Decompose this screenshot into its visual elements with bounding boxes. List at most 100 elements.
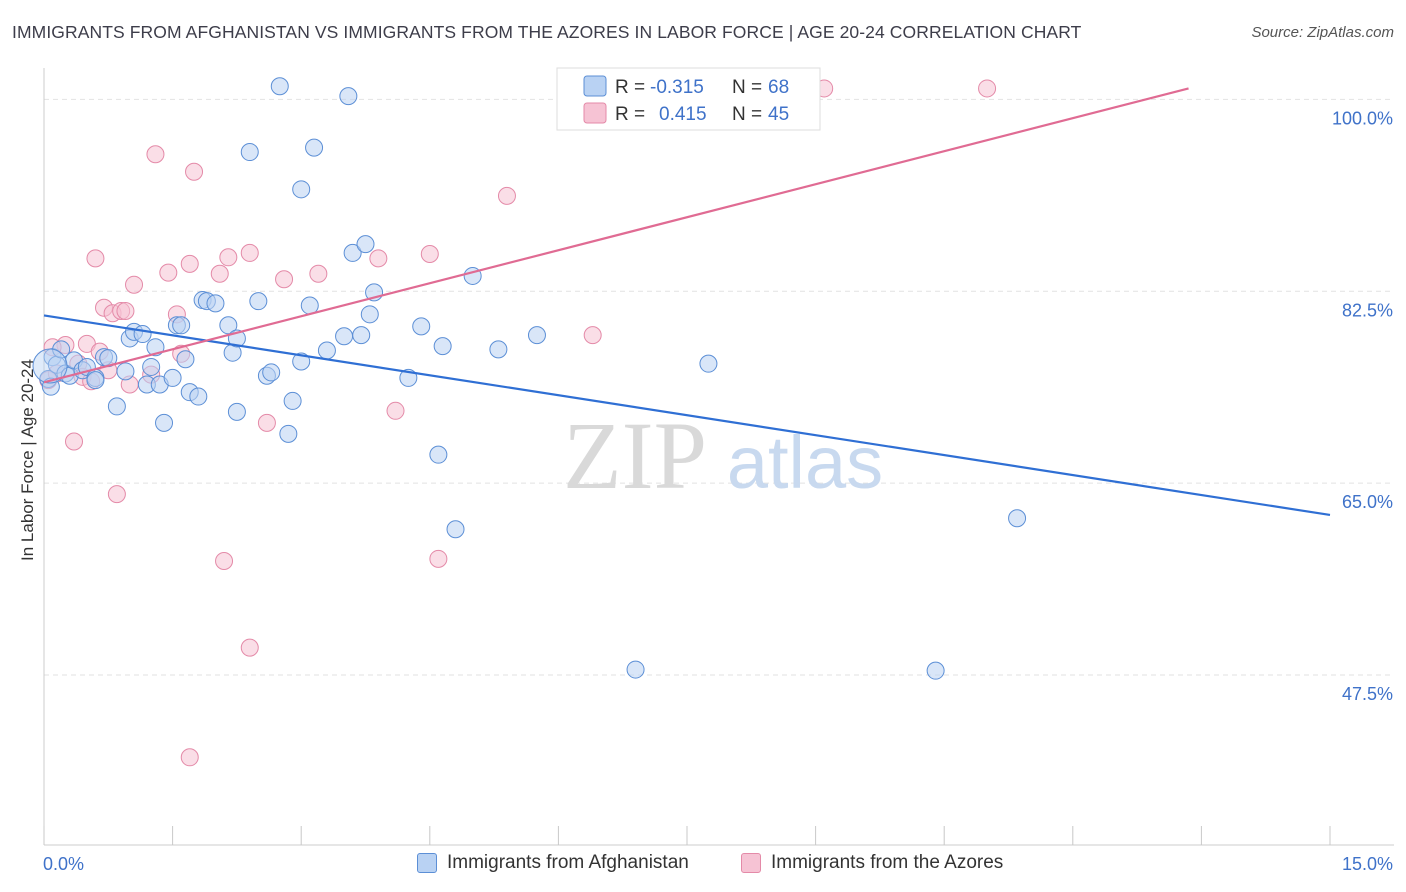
watermark: ZIP atlas xyxy=(563,402,883,509)
data-point-azores xyxy=(107,485,126,504)
data-point-afghanistan xyxy=(626,660,645,679)
legend-r-label-azores: R = xyxy=(615,104,645,125)
data-point-azores xyxy=(215,552,234,571)
series-afghanistan-points xyxy=(32,77,1027,680)
data-point-afghanistan xyxy=(116,362,135,381)
legend-n-value-azores: 45 xyxy=(768,104,789,125)
data-point-afghanistan xyxy=(1008,509,1027,528)
y-axis-label-container: In Labor Force | Age 20-24 xyxy=(17,0,39,892)
bottom-legend-label-afghanistan: Immigrants from Afghanistan xyxy=(447,852,689,873)
data-point-afghanistan xyxy=(133,325,152,344)
grid-lines xyxy=(44,98,1394,676)
legend-r-value-azores: 0.415 xyxy=(659,104,707,125)
data-point-azores xyxy=(185,162,204,181)
data-point-afghanistan xyxy=(352,326,371,345)
y-tick-label: 82.5% xyxy=(1342,300,1393,320)
y-tick-label: 65.0% xyxy=(1342,492,1393,512)
chart-title: IMMIGRANTS FROM AFGHANISTAN VS IMMIGRANT… xyxy=(12,22,1082,42)
data-point-afghanistan xyxy=(270,77,289,96)
data-point-afghanistan xyxy=(107,397,126,416)
data-point-azores xyxy=(146,145,165,164)
x-tick-label: 0.0% xyxy=(43,854,84,874)
data-point-azores xyxy=(180,748,199,767)
data-point-afghanistan xyxy=(412,317,431,336)
data-point-azores xyxy=(210,264,229,283)
data-point-afghanistan xyxy=(317,341,336,360)
data-point-afghanistan xyxy=(219,316,238,335)
data-point-afghanistan xyxy=(343,243,362,262)
data-point-afghanistan xyxy=(279,424,298,443)
data-point-azores xyxy=(159,263,178,282)
data-point-azores xyxy=(369,249,388,268)
bottom-legend-swatch-azores xyxy=(741,853,761,873)
data-cluster-afghanistan xyxy=(32,348,68,384)
bottom-legend-swatch-afghanistan xyxy=(417,853,437,873)
data-point-afghanistan xyxy=(433,337,452,356)
data-point-afghanistan xyxy=(262,363,281,382)
data-point-afghanistan xyxy=(292,180,311,199)
data-point-afghanistan xyxy=(86,371,105,390)
axes xyxy=(43,68,1394,846)
trend-lines xyxy=(43,87,1331,517)
data-point-afghanistan xyxy=(305,138,324,157)
legend-r-value-afghanistan: -0.315 xyxy=(650,77,704,98)
data-point-afghanistan xyxy=(360,305,379,324)
tick-labels: 100.0% 82.5% 65.0% 47.5% 0.0% 15.0% xyxy=(43,108,1393,874)
data-point-afghanistan xyxy=(227,402,246,421)
data-point-azores xyxy=(86,249,105,268)
data-point-azores xyxy=(257,413,276,432)
data-point-afghanistan xyxy=(429,445,448,464)
trend-line-azores xyxy=(43,87,1189,384)
legend-n-label-afghanistan: N = xyxy=(732,77,762,98)
data-point-azores xyxy=(116,302,135,321)
legend-n-label-azores: N = xyxy=(732,104,762,125)
bottom-legend-item-afghanistan: Immigrants from Afghanistan xyxy=(417,852,689,874)
data-point-afghanistan xyxy=(446,520,465,539)
data-point-azores xyxy=(583,326,602,345)
data-point-azores xyxy=(65,432,84,451)
legend-swatch-azores xyxy=(583,102,607,124)
data-point-afghanistan xyxy=(142,357,161,376)
data-point-afghanistan xyxy=(189,387,208,406)
data-point-azores xyxy=(420,245,439,264)
data-point-azores xyxy=(386,401,405,420)
legend-swatch-afghanistan xyxy=(583,75,607,97)
data-point-afghanistan xyxy=(339,87,358,106)
data-point-azores xyxy=(309,264,328,283)
data-point-afghanistan xyxy=(176,350,195,369)
data-point-azores xyxy=(240,638,259,657)
y-tick-label: 47.5% xyxy=(1342,684,1393,704)
data-point-azores xyxy=(497,186,516,205)
data-point-afghanistan xyxy=(240,143,259,162)
data-point-afghanistan xyxy=(249,292,268,311)
legend-r-label-afghanistan: R = xyxy=(615,77,645,98)
data-point-azores xyxy=(125,275,144,294)
watermark-zip: ZIP xyxy=(563,402,707,509)
bottom-legend-label-azores: Immigrants from the Azores xyxy=(771,852,1004,873)
bottom-legend: Immigrants from Afghanistan Immigrants f… xyxy=(0,852,1406,878)
data-point-afghanistan xyxy=(292,352,311,371)
legend-n-value-afghanistan: 68 xyxy=(768,77,789,98)
source-label: Source: ZipAtlas.com xyxy=(1251,24,1394,41)
data-point-azores xyxy=(978,79,997,98)
data-point-azores xyxy=(180,254,199,273)
data-point-azores xyxy=(219,248,238,267)
trend-line-afghanistan xyxy=(43,314,1331,517)
data-point-afghanistan xyxy=(527,326,546,345)
data-point-afghanistan xyxy=(206,294,225,313)
data-point-afghanistan xyxy=(163,368,182,387)
bottom-legend-item-azores: Immigrants from the Azores xyxy=(741,852,1003,874)
x-tick-label: 15.0% xyxy=(1342,854,1393,874)
data-point-azores xyxy=(429,549,448,568)
data-point-azores xyxy=(240,243,259,262)
data-point-afghanistan xyxy=(489,340,508,359)
data-point-afghanistan xyxy=(283,391,302,410)
y-axis-label: In Labor Force | Age 20-24 xyxy=(18,359,37,561)
correlation-legend: R = -0.315 N = 68 R = 0.415 N = 45 xyxy=(556,67,821,131)
watermark-atlas: atlas xyxy=(727,421,883,504)
data-point-afghanistan xyxy=(356,235,375,254)
data-point-afghanistan xyxy=(172,316,191,335)
data-point-afghanistan xyxy=(155,413,174,432)
data-point-afghanistan xyxy=(335,327,354,346)
